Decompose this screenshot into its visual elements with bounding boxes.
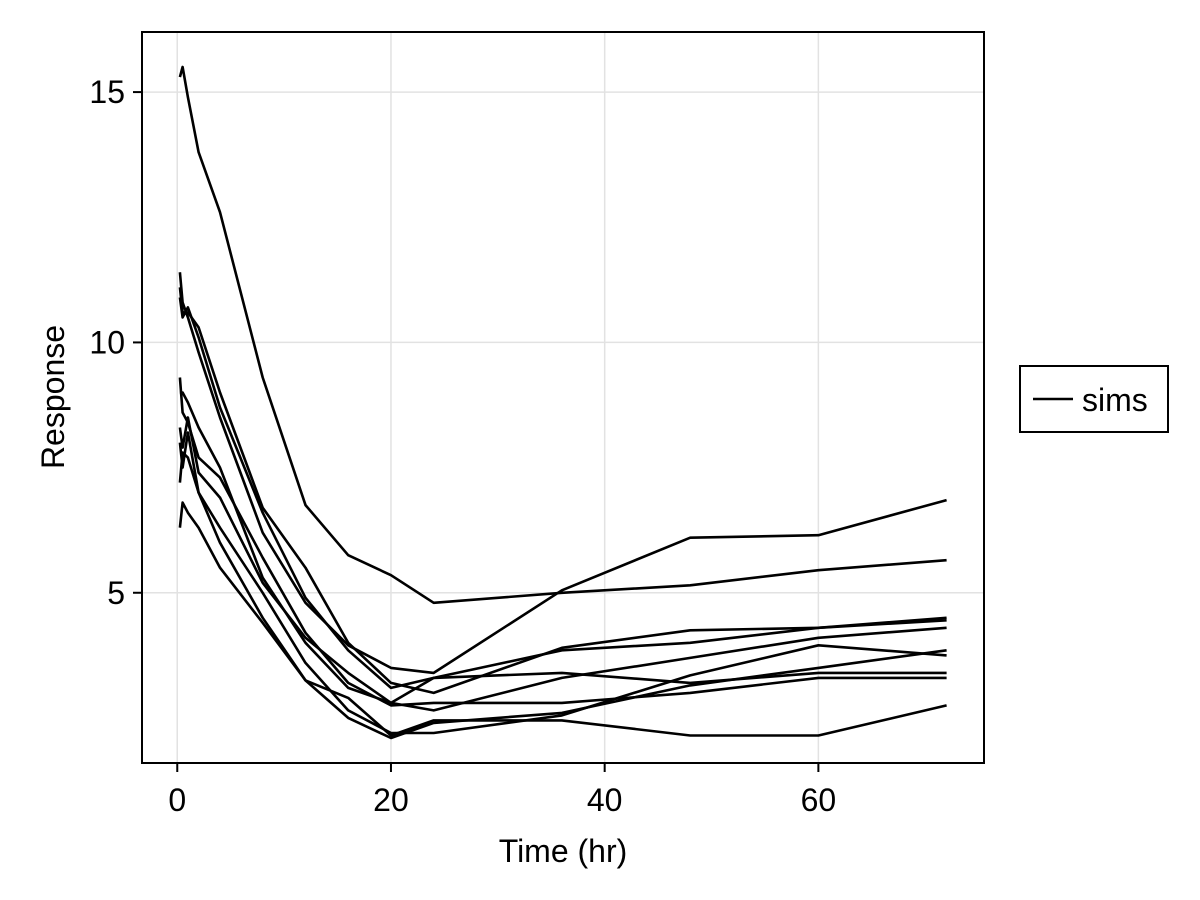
x-axis-ticks: 0 20 40 60: [168, 763, 836, 818]
series-line: [178, 287, 947, 695]
x-tick-label: 0: [168, 782, 186, 818]
legend-label: sims: [1082, 382, 1148, 418]
series-line: [178, 416, 947, 705]
y-axis-ticks: 5 10 15: [89, 74, 142, 611]
series-line: [179, 391, 947, 712]
x-tick-label: 40: [587, 782, 623, 818]
series-layer: [178, 65, 947, 740]
x-axis-title: Time (hr): [499, 833, 628, 869]
series-line: [178, 451, 947, 737]
plot-frame: [141, 31, 985, 764]
x-tick-label: 60: [801, 782, 837, 818]
series-line: [178, 431, 947, 735]
y-tick-label: 15: [89, 74, 125, 110]
series-line: [178, 297, 947, 690]
series-line: [178, 501, 947, 740]
x-tick-label: 20: [373, 782, 409, 818]
legend: sims: [1019, 365, 1169, 433]
series-line: [178, 65, 947, 605]
y-tick-label: 10: [89, 324, 125, 360]
series-line: [178, 377, 947, 707]
y-axis-title: Response: [35, 325, 71, 469]
y-tick-label: 5: [107, 575, 125, 611]
